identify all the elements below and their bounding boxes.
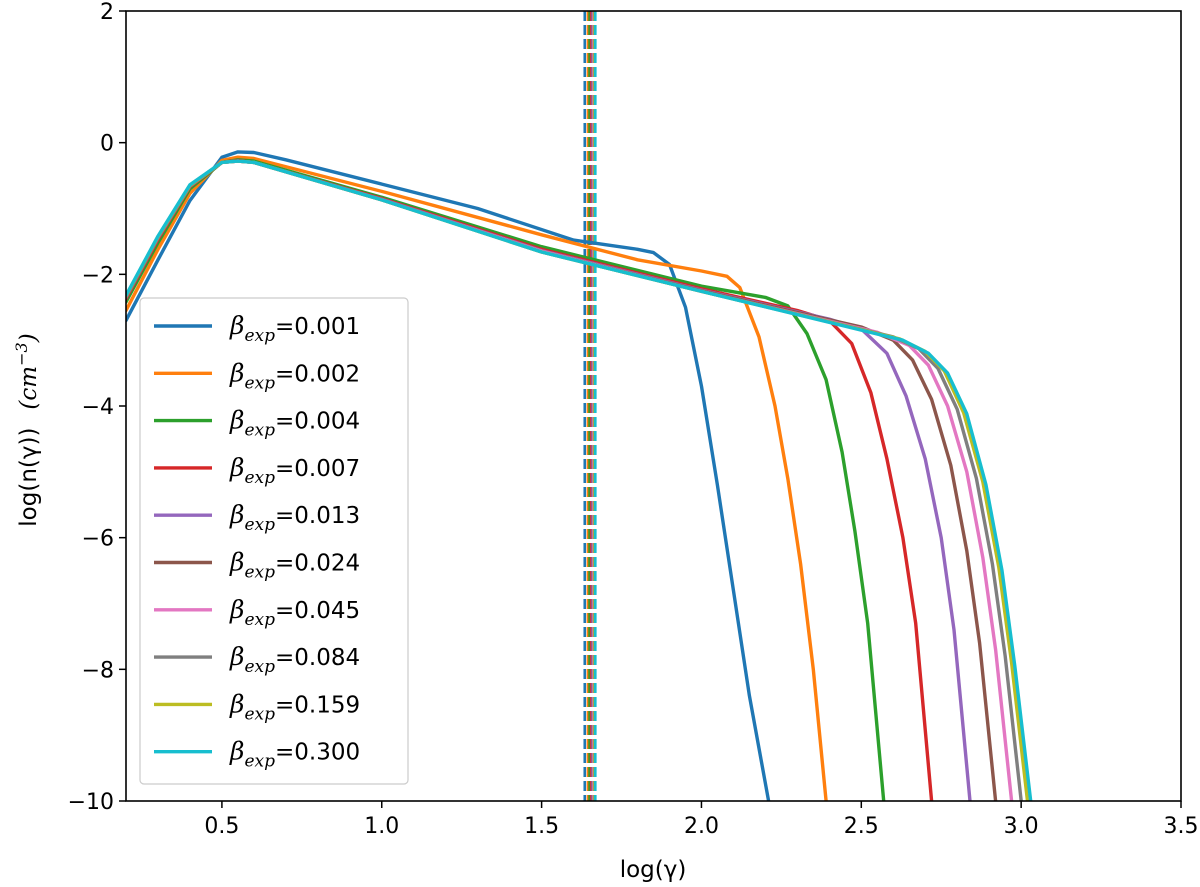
legend-label: =0.084 xyxy=(275,645,360,671)
y-axis-unit-exp: −3 xyxy=(12,342,31,366)
y-axis-unit-base: cm xyxy=(16,366,42,401)
legend-entry-5: βexp=0.024 xyxy=(229,548,360,583)
x-tick-label: 0.5 xyxy=(204,814,239,839)
legend-subscript: exp xyxy=(244,610,275,630)
legend-subscript: exp xyxy=(244,563,275,583)
threshold-lines xyxy=(583,11,597,801)
y-tick-label: 2 xyxy=(100,0,114,25)
y-tick-labels: −10 −8 −6 −4 −2 0 2 xyxy=(68,0,114,815)
legend-label: =0.013 xyxy=(275,503,360,529)
legend-symbol: β xyxy=(229,595,244,624)
legend-label: =0.004 xyxy=(275,409,360,435)
legend-label: =0.002 xyxy=(275,361,360,387)
y-tick-label: 0 xyxy=(100,132,114,157)
legend-subscript: exp xyxy=(244,421,275,441)
legend-entry-7: βexp=0.084 xyxy=(229,642,360,677)
x-tick-label: 3.0 xyxy=(1004,814,1039,839)
legend-label: =0.045 xyxy=(275,598,360,624)
legend-entry-2: βexp=0.004 xyxy=(229,406,360,441)
legend-symbol: β xyxy=(229,453,244,482)
y-tick-label: −8 xyxy=(82,658,114,683)
x-tick-label: 2.0 xyxy=(684,814,719,839)
legend-entry-6: βexp=0.045 xyxy=(229,595,360,630)
legend-label: =0.007 xyxy=(275,456,360,482)
x-tick-label: 1.0 xyxy=(364,814,399,839)
legend-subscript: exp xyxy=(244,515,275,535)
x-tick-label: 1.5 xyxy=(524,814,559,839)
legend-subscript: exp xyxy=(244,326,275,346)
legend-entry-4: βexp=0.013 xyxy=(229,500,360,535)
legend-symbol: β xyxy=(229,358,244,387)
x-axis-label: log(γ) xyxy=(620,857,687,883)
legend-symbol: β xyxy=(229,548,244,577)
legend-symbol: β xyxy=(229,642,244,671)
legend-entry-9: βexp=0.300 xyxy=(229,737,360,772)
legend-symbol: β xyxy=(229,689,244,718)
legend-subscript: exp xyxy=(244,657,275,677)
legend-label: =0.001 xyxy=(275,314,360,340)
legend-subscript: exp xyxy=(244,752,275,772)
legend-entry-1: βexp=0.002 xyxy=(229,358,360,393)
legend-subscript: exp xyxy=(244,704,275,724)
legend-symbol: β xyxy=(229,311,244,340)
y-tick-label: −2 xyxy=(82,263,114,288)
y-tick-label: −10 xyxy=(68,790,114,815)
legend-subscript: exp xyxy=(244,373,275,393)
legend-entry-8: βexp=0.159 xyxy=(229,689,360,724)
y-axis-label-main: log(n(γ)) xyxy=(16,428,42,527)
legend-symbol: β xyxy=(229,737,244,766)
series-lines xyxy=(126,150,1033,801)
legend-entry-3: βexp=0.007 xyxy=(229,453,360,488)
tick-marks xyxy=(119,10,1182,808)
y-axis-label: log(n(γ))(cm−3) xyxy=(12,333,42,526)
legend-entry-0: βexp=0.001 xyxy=(229,311,360,346)
x-tick-label: 2.5 xyxy=(844,814,879,839)
legend-subscript: exp xyxy=(244,468,275,488)
y-tick-label: −6 xyxy=(82,527,114,552)
legend-symbol: β xyxy=(229,406,244,435)
plot-frame xyxy=(125,10,1182,802)
legend-label: =0.024 xyxy=(275,551,360,577)
legend: βexp=0.001βexp=0.002βexp=0.004βexp=0.007… xyxy=(139,297,409,785)
series-line-9 xyxy=(126,159,1033,801)
y-tick-label: −4 xyxy=(82,395,114,420)
x-tick-labels: 0.5 1.0 1.5 2.0 2.5 3.0 3.5 xyxy=(204,814,1198,839)
legend-label: =0.159 xyxy=(275,692,360,718)
legend-label: =0.300 xyxy=(275,740,360,766)
series-line-0 xyxy=(126,150,771,801)
x-tick-label: 3.5 xyxy=(1164,814,1199,839)
legend-symbol: β xyxy=(229,500,244,529)
